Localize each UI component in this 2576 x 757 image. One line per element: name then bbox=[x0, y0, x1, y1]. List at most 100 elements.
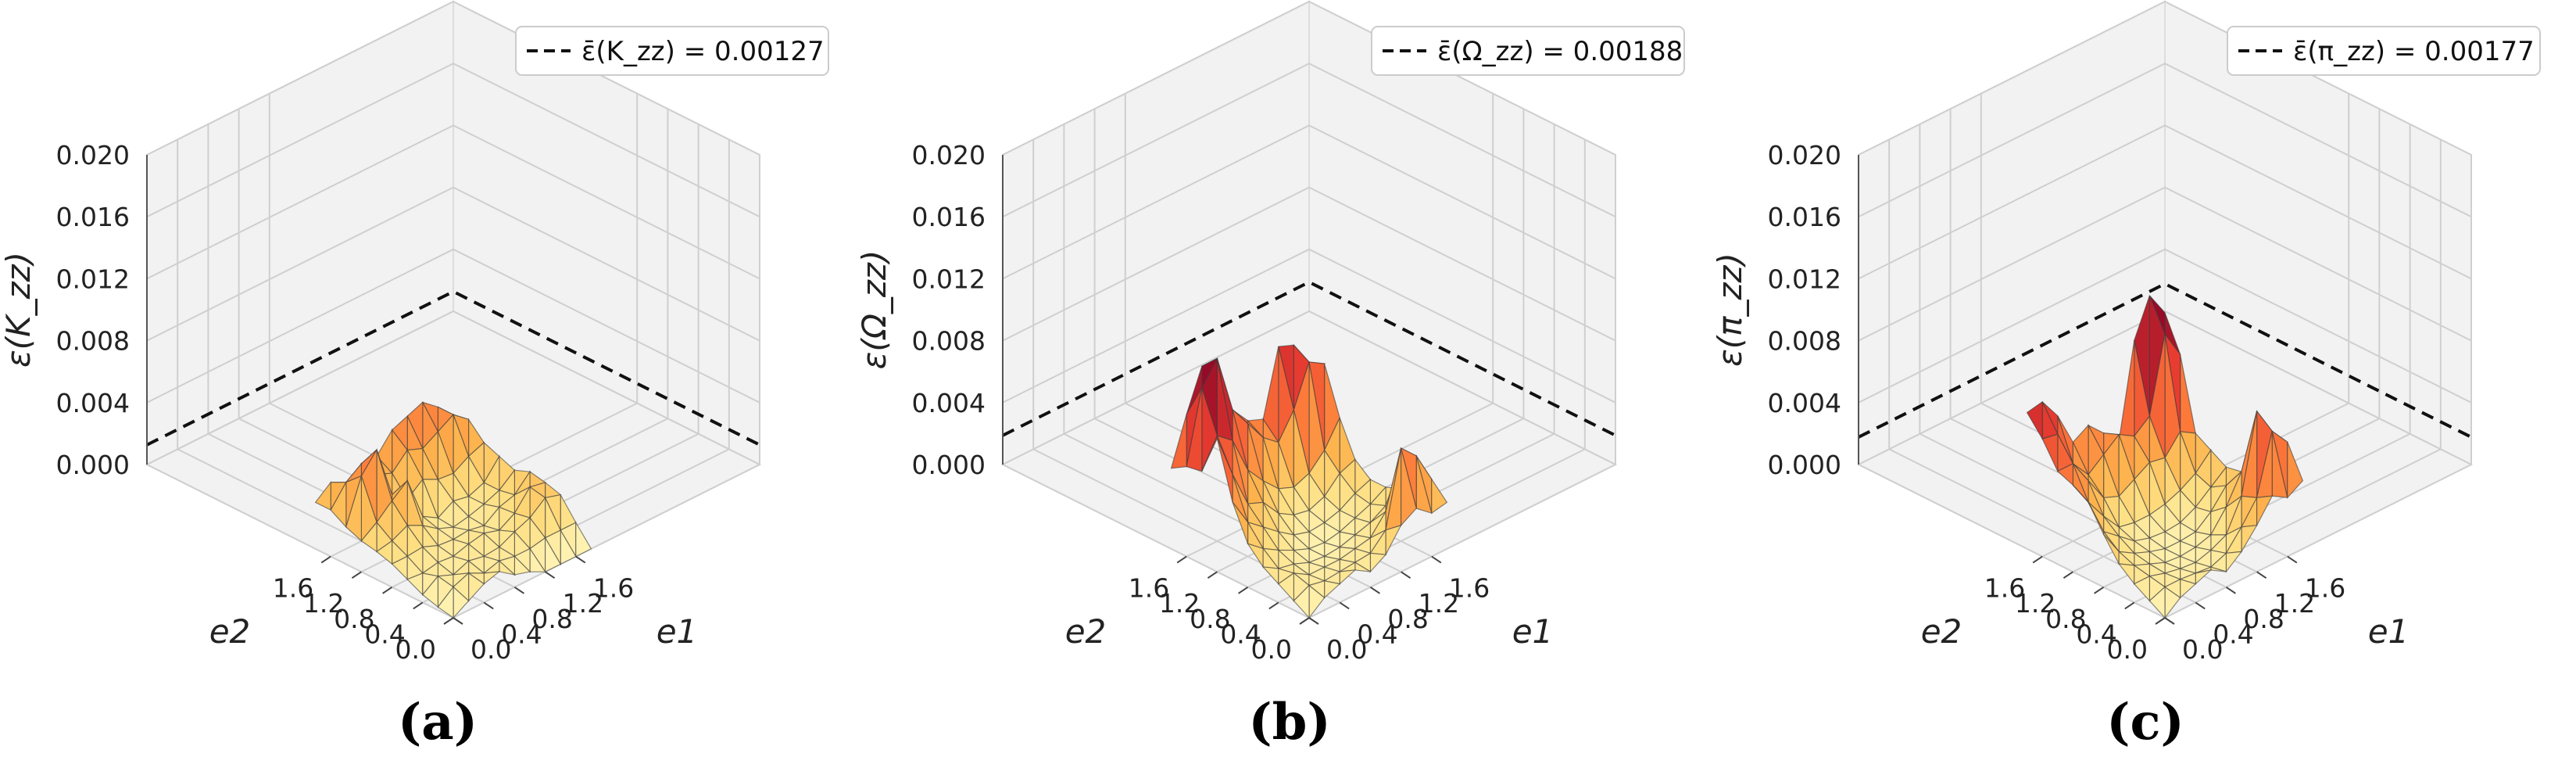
y-tick-mark bbox=[351, 571, 362, 579]
y-tick-label: 1.2 bbox=[1159, 588, 1200, 619]
x-tick-label: 0.4 bbox=[1357, 619, 1397, 649]
x-tick-mark bbox=[1369, 586, 1380, 594]
surface-facet bbox=[1186, 387, 1203, 472]
y-tick-label: 0.0 bbox=[1251, 634, 1292, 665]
y-axis-label: e2 bbox=[1065, 612, 1107, 651]
surface-facet bbox=[360, 521, 377, 553]
z-tick-label: 0.012 bbox=[912, 264, 986, 294]
y-tick-mark bbox=[2124, 601, 2135, 610]
y-tick-mark bbox=[1207, 571, 1218, 579]
z-tick-label: 0.008 bbox=[912, 326, 986, 357]
surface-facet bbox=[376, 540, 393, 565]
z-gridline bbox=[1858, 310, 2472, 465]
z-tick-label: 0.020 bbox=[56, 140, 130, 170]
z-axis-label: ε(π_zz) bbox=[1711, 253, 1749, 367]
surface-facet bbox=[2056, 462, 2073, 486]
x-tick-label: 1.2 bbox=[1419, 588, 1459, 619]
surface-facet bbox=[575, 521, 592, 558]
z-gridline bbox=[1002, 186, 1616, 342]
x-axis-label: e1 bbox=[657, 612, 698, 651]
z-tick-label: 0.000 bbox=[56, 450, 130, 480]
x-tick-mark bbox=[545, 571, 556, 579]
surface-facet bbox=[2148, 586, 2166, 619]
y-tick-mark bbox=[1238, 586, 1249, 594]
surface-facet bbox=[1400, 447, 1417, 527]
x-tick-mark bbox=[513, 586, 524, 594]
surface-facet bbox=[1431, 477, 1448, 515]
surface-facet bbox=[1216, 438, 1233, 503]
z-tick-label: 0.000 bbox=[912, 450, 986, 480]
x-axis-label: e1 bbox=[2368, 612, 2410, 651]
y-tick-label: 1.6 bbox=[273, 573, 313, 604]
x-tick-label: 0.8 bbox=[2243, 604, 2284, 634]
x-tick-mark bbox=[575, 555, 586, 564]
x-tick-mark bbox=[2164, 617, 2175, 625]
z-gridline bbox=[1002, 310, 1616, 465]
y-tick-label: 1.2 bbox=[2015, 588, 2055, 619]
x-gridline bbox=[1032, 139, 1340, 604]
legend-box bbox=[515, 26, 829, 76]
x-tick-label: 0.0 bbox=[1326, 634, 1367, 665]
z-gridline bbox=[146, 124, 760, 280]
surface-facet bbox=[1277, 572, 1295, 602]
z-tick-label: 0.004 bbox=[912, 388, 986, 418]
panel-caption: (b) bbox=[1248, 693, 1330, 752]
x-tick-label: 0.8 bbox=[1387, 604, 1428, 634]
surface-facet bbox=[2026, 400, 2043, 441]
z-gridline bbox=[146, 248, 760, 404]
z-gridline bbox=[1858, 0, 2472, 156]
legend-box bbox=[1371, 26, 1685, 76]
surface-facet bbox=[2133, 575, 2150, 602]
z-tick-label: 0.020 bbox=[1768, 140, 1841, 170]
y-axis-label: e2 bbox=[1921, 612, 1962, 651]
z-axis-label: ε(K_zz) bbox=[0, 252, 38, 368]
y-tick-mark bbox=[1176, 555, 1187, 564]
legend-box bbox=[2227, 26, 2541, 76]
z-gridline bbox=[1858, 248, 2472, 404]
x-tick-mark bbox=[453, 617, 463, 625]
legend-entry: ε̄(K_zz) = 0.00127 bbox=[581, 36, 825, 67]
z-tick-label: 0.000 bbox=[1768, 450, 1841, 480]
surface-facet bbox=[1170, 414, 1187, 469]
y-gridline bbox=[1308, 155, 1616, 619]
y-tick-label: 0.0 bbox=[2107, 634, 2148, 665]
mean-dashed-line bbox=[1002, 280, 1616, 437]
y-tick-label: 1.6 bbox=[1984, 573, 2025, 604]
x-tick-mark bbox=[2225, 586, 2236, 594]
y-tick-label: 0.8 bbox=[334, 604, 374, 634]
surface-facet bbox=[437, 585, 454, 619]
y-tick-mark bbox=[320, 555, 331, 564]
surface-facet bbox=[2287, 442, 2304, 499]
x-tick-mark bbox=[2195, 601, 2206, 610]
x-tick-label: 1.2 bbox=[2274, 588, 2315, 619]
y-tick-mark bbox=[1299, 617, 1310, 625]
surface-facet bbox=[345, 475, 362, 542]
y-tick-label: 1.6 bbox=[1129, 573, 1169, 604]
z-gridline bbox=[1858, 63, 2472, 218]
legend-entry: ε̄(π_zz) = 0.00177 bbox=[2293, 36, 2535, 67]
x-tick-label: 0.4 bbox=[501, 619, 542, 649]
panel-caption: (c) bbox=[2106, 693, 2184, 752]
y-tick-label: 0.4 bbox=[2076, 619, 2116, 649]
surface-facet bbox=[544, 536, 562, 573]
x-tick-label: 0.0 bbox=[470, 634, 511, 665]
x-tick-mark bbox=[1308, 617, 1319, 625]
x-tick-label: 0.4 bbox=[2213, 619, 2253, 649]
z-gridline bbox=[146, 310, 760, 465]
x-axis-label: e1 bbox=[1512, 612, 1554, 651]
z-tick-label: 0.004 bbox=[1768, 388, 1841, 418]
y-tick-label: 0.0 bbox=[395, 634, 436, 665]
z-gridline bbox=[1858, 124, 2472, 280]
surface-facet bbox=[421, 575, 439, 608]
z-gridline bbox=[1002, 0, 1616, 156]
z-gridline bbox=[146, 0, 760, 156]
y-tick-mark bbox=[2032, 555, 2043, 564]
y-tick-label: 0.8 bbox=[1190, 604, 1230, 634]
x-tick-label: 1.6 bbox=[1449, 573, 1490, 604]
panel-c: 0.0000.0040.0080.0120.0160.0200.00.40.81… bbox=[1711, 0, 2541, 752]
mean-dashed-line bbox=[1858, 282, 2472, 439]
x-tick-mark bbox=[2256, 571, 2267, 579]
x-tick-mark bbox=[2287, 555, 2298, 564]
z-tick-label: 0.008 bbox=[56, 326, 130, 357]
surface-facet bbox=[2088, 501, 2105, 535]
